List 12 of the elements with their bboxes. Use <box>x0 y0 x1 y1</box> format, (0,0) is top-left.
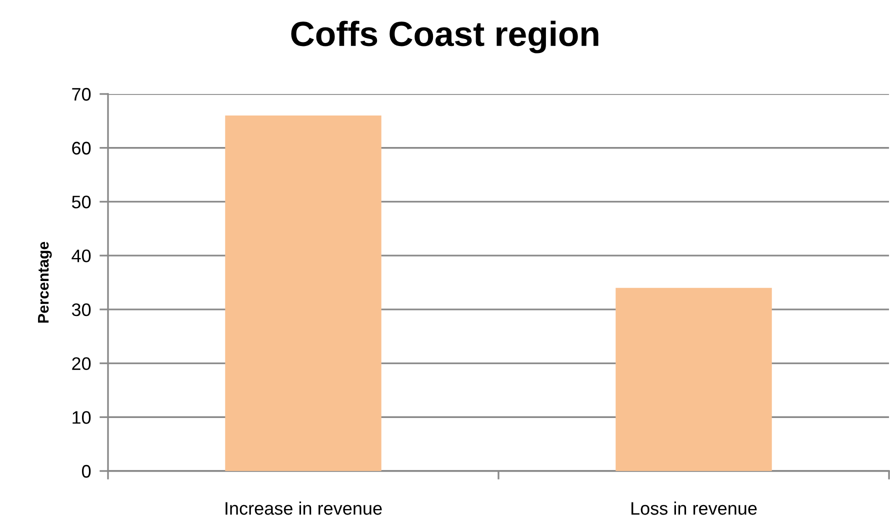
x-tick-label: Loss in revenue <box>632 502 757 515</box>
y-tick-label: 40 <box>72 250 91 262</box>
chart-title: Coffs Coast region <box>291 20 598 54</box>
y-tick-label: 50 <box>72 196 91 208</box>
y-tick-label: 30 <box>72 303 91 316</box>
y-tick-label: 70 <box>72 88 91 101</box>
y-tick-label: 0 <box>82 464 91 478</box>
x-tick-label: Increase in revenue <box>226 502 382 515</box>
y-axis-title: Percentage <box>38 242 52 323</box>
y-tick-label: 10 <box>72 411 91 424</box>
y-tick-label: 20 <box>72 357 91 370</box>
y-tick-label: 60 <box>72 142 91 155</box>
